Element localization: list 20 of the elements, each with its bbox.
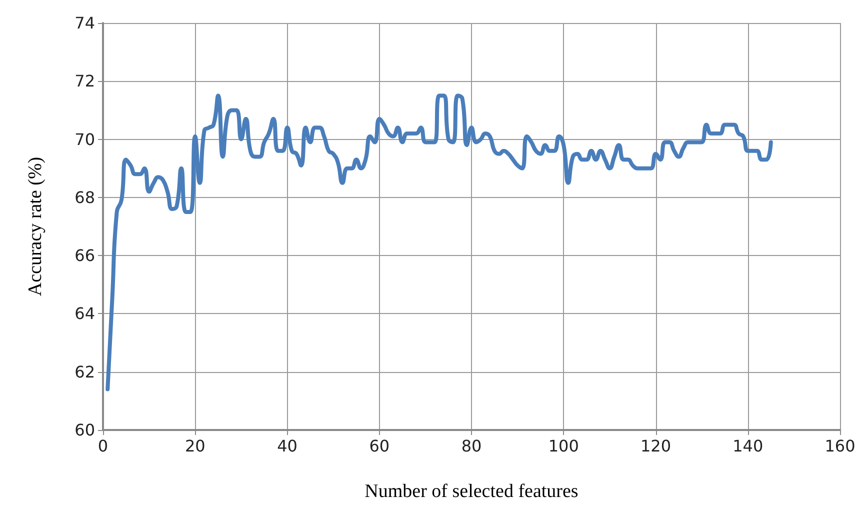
x-tick-label: 40 bbox=[277, 436, 298, 456]
y-axis-title: Accuracy rate (%) bbox=[25, 156, 46, 296]
y-tick-label: 64 bbox=[74, 304, 95, 324]
y-tick-label: 68 bbox=[74, 188, 95, 207]
line-series bbox=[106, 94, 773, 392]
x-tick-label: 60 bbox=[369, 436, 390, 456]
y-tick-label: 66 bbox=[74, 246, 95, 266]
x-tick-label: 80 bbox=[461, 436, 482, 456]
x-axis-title: Number of selected features bbox=[364, 481, 578, 502]
y-tick-label: 62 bbox=[74, 362, 95, 382]
x-tick-label: 160 bbox=[824, 436, 856, 456]
y-tick-label: 72 bbox=[74, 72, 95, 91]
x-tick-label: 100 bbox=[548, 436, 579, 456]
y-tick-label: 74 bbox=[74, 14, 95, 32]
x-tick-label: 20 bbox=[184, 436, 206, 456]
y-tick-label: 60 bbox=[74, 420, 95, 440]
x-tick-label: 140 bbox=[732, 436, 764, 456]
y-tick-label: 70 bbox=[74, 130, 95, 149]
x-tick-label: 120 bbox=[640, 436, 672, 456]
x-tick-label: 0 bbox=[98, 436, 108, 456]
